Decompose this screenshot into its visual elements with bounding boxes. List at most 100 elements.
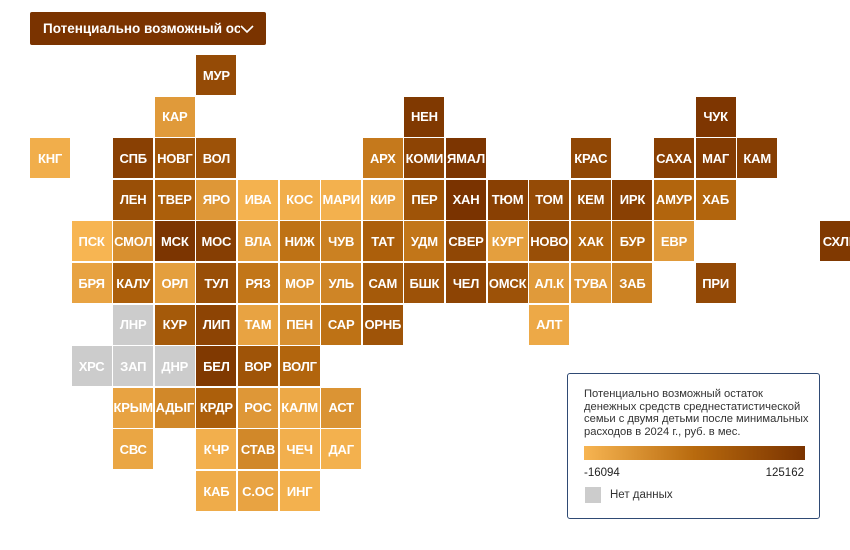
region-tile[interactable]: ХРС: [71, 346, 112, 387]
region-tile[interactable]: ТЮМ: [487, 179, 528, 220]
region-tile[interactable]: ТУЛ: [196, 263, 237, 303]
region-tile[interactable]: СХЛН: [820, 221, 850, 262]
region-tile[interactable]: ТВЕР: [154, 179, 195, 220]
region-tile[interactable]: НОВГ: [154, 138, 195, 179]
region-tile[interactable]: РЯЗ: [238, 263, 278, 303]
region-tile[interactable]: САР: [321, 304, 362, 345]
region-tile[interactable]: КУРГ: [487, 221, 528, 262]
indicator-dropdown[interactable]: Потенциально возможный ос...: [30, 12, 266, 45]
region-tile[interactable]: ДАГ: [321, 429, 362, 470]
legend-no-data-swatch: [585, 487, 601, 503]
region-tile[interactable]: АМУР: [654, 179, 694, 220]
region-tile[interactable]: ПЕР: [404, 179, 445, 220]
region-tile[interactable]: КАЛУ: [113, 263, 154, 303]
region-tile[interactable]: АЛТ: [529, 304, 570, 345]
region-tile[interactable]: ИВА: [238, 179, 278, 220]
region-tile[interactable]: ЧУВ: [321, 221, 362, 262]
indicator-dropdown-label: Потенциально возможный ос...: [43, 21, 240, 36]
legend: Потенциально возможный остаток денежных …: [567, 373, 820, 519]
region-tile[interactable]: ХАК: [570, 221, 611, 262]
region-tile[interactable]: ЧУК: [695, 96, 736, 137]
region-tile[interactable]: РОС: [238, 387, 278, 428]
region-tile[interactable]: НЕН: [404, 96, 445, 137]
region-tile[interactable]: УДМ: [404, 221, 445, 262]
region-tile[interactable]: ЗАБ: [612, 263, 653, 303]
region-tile[interactable]: МАГ: [695, 138, 736, 179]
region-tile[interactable]: САХА: [654, 138, 694, 179]
region-tile[interactable]: МУР: [196, 55, 237, 95]
region-tile[interactable]: АЛ.К: [529, 263, 570, 303]
region-tile[interactable]: ВЛА: [238, 221, 278, 262]
region-tile[interactable]: МОС: [196, 221, 237, 262]
region-tile[interactable]: КНГ: [30, 138, 70, 179]
legend-title: Потенциально возможный остаток денежных …: [584, 388, 809, 438]
region-tile[interactable]: АДЫГ: [154, 387, 195, 428]
region-tile[interactable]: ПЕН: [279, 304, 320, 345]
region-tile[interactable]: НОВО: [529, 221, 570, 262]
region-tile[interactable]: ЛЕН: [113, 179, 154, 220]
region-tile[interactable]: ЗАП: [113, 346, 154, 387]
region-tile[interactable]: ОРЛ: [154, 263, 195, 303]
region-tile[interactable]: КРЫМ: [113, 387, 154, 428]
region-tile[interactable]: ТАМ: [238, 304, 278, 345]
chevron-down-icon: [240, 24, 254, 33]
legend-max-label: 125162: [765, 467, 804, 479]
region-tile[interactable]: ХАН: [446, 179, 486, 220]
region-tile[interactable]: СВС: [113, 429, 154, 470]
region-tile[interactable]: ТОМ: [529, 179, 570, 220]
legend-min-label: -16094: [584, 467, 620, 479]
region-tile[interactable]: ВОЛ: [196, 138, 237, 179]
region-tile[interactable]: ИНГ: [279, 471, 320, 511]
region-tile[interactable]: ВОЛГ: [279, 346, 320, 387]
region-tile[interactable]: ЯМАЛ: [446, 138, 486, 179]
region-tile[interactable]: КОМИ: [404, 138, 445, 179]
region-tile[interactable]: КУР: [154, 304, 195, 345]
legend-no-data-label: Нет данных: [610, 489, 673, 501]
region-tile[interactable]: ЧЕЛ: [446, 263, 486, 303]
region-tile[interactable]: БЕЛ: [196, 346, 237, 387]
region-tile[interactable]: ЛИП: [196, 304, 237, 345]
region-tile[interactable]: СВЕР: [446, 221, 486, 262]
region-tile[interactable]: ТАТ: [362, 221, 403, 262]
region-tile[interactable]: ТУВА: [570, 263, 611, 303]
region-tile[interactable]: БШК: [404, 263, 445, 303]
region-tile[interactable]: МОР: [279, 263, 320, 303]
region-tile[interactable]: КАМ: [737, 138, 778, 179]
region-tile[interactable]: КРДР: [196, 387, 237, 428]
region-tile[interactable]: КЧР: [196, 429, 237, 470]
region-tile[interactable]: САМ: [362, 263, 403, 303]
region-tile[interactable]: СТАВ: [238, 429, 278, 470]
region-tile[interactable]: ИРК: [612, 179, 653, 220]
region-tile[interactable]: С.ОС: [238, 471, 278, 511]
region-tile[interactable]: ЛНР: [113, 304, 154, 345]
region-tile[interactable]: СМОЛ: [113, 221, 154, 262]
region-tile[interactable]: НИЖ: [279, 221, 320, 262]
region-tile[interactable]: ОРНБ: [362, 304, 403, 345]
legend-color-scale: [584, 446, 805, 460]
region-tile[interactable]: ХАБ: [695, 179, 736, 220]
region-tile[interactable]: ЯРО: [196, 179, 237, 220]
region-tile[interactable]: АСТ: [321, 387, 362, 428]
region-tile[interactable]: ОМСК: [487, 263, 528, 303]
region-tile[interactable]: СПБ: [113, 138, 154, 179]
region-tile[interactable]: БУР: [612, 221, 653, 262]
region-tile[interactable]: БРЯ: [71, 263, 112, 303]
region-tile[interactable]: КАР: [154, 96, 195, 137]
region-tile[interactable]: ДНР: [154, 346, 195, 387]
region-tile[interactable]: ПРИ: [695, 263, 736, 303]
region-tile[interactable]: КОС: [279, 179, 320, 220]
region-tile[interactable]: КИР: [362, 179, 403, 220]
region-tile[interactable]: АРХ: [362, 138, 403, 179]
region-tile[interactable]: ПСК: [71, 221, 112, 262]
region-tile[interactable]: КАБ: [196, 471, 237, 511]
region-tile[interactable]: ЕВР: [654, 221, 694, 262]
region-tile[interactable]: МСК: [154, 221, 195, 262]
region-tile[interactable]: ВОР: [238, 346, 278, 387]
region-tile[interactable]: МАРИ: [321, 179, 362, 220]
region-tile[interactable]: УЛЬ: [321, 263, 362, 303]
region-tile[interactable]: ЧЕЧ: [279, 429, 320, 470]
region-tile[interactable]: КРАС: [570, 138, 611, 179]
region-tile[interactable]: КАЛМ: [279, 387, 320, 428]
region-tile[interactable]: КЕМ: [570, 179, 611, 220]
